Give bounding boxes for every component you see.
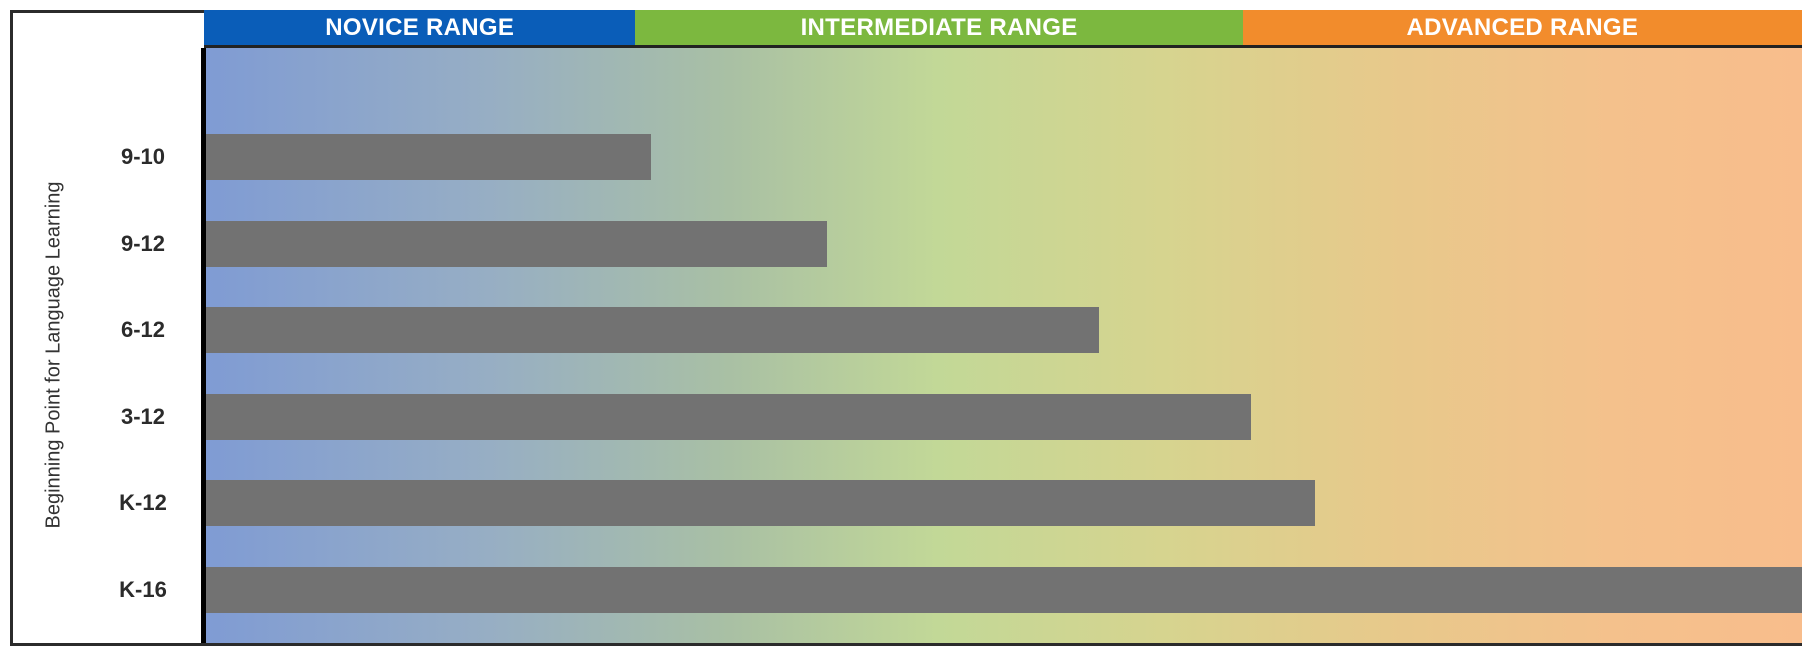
category-label-3-12: 3-12: [120, 403, 166, 429]
category-label-K-12: K-12: [119, 490, 167, 515]
category-label-6-12: 6-12: [120, 317, 166, 342]
bar-6-12: [204, 307, 1099, 353]
bar-K-12: [204, 480, 1315, 526]
y-axis-label: Beginning Point for Language Learning: [42, 181, 65, 529]
bar-3-12: [204, 393, 1251, 440]
category-label-9-12: 9-12: [120, 230, 166, 256]
range-band-2: INTERMEDIATE RANGE: [635, 10, 1243, 48]
range-band-3: ADVANCED RANGE: [1242, 10, 1802, 48]
y-axis-line: [201, 48, 206, 643]
category-label-9-10: 9-10: [120, 144, 166, 169]
bar-9-10: [204, 134, 652, 180]
range-band-1: NOVICE RANGE: [204, 10, 636, 48]
bar-9-12: [204, 220, 828, 267]
bar-K-16: [204, 566, 1802, 613]
category-label-K-16: K-16: [119, 576, 167, 602]
